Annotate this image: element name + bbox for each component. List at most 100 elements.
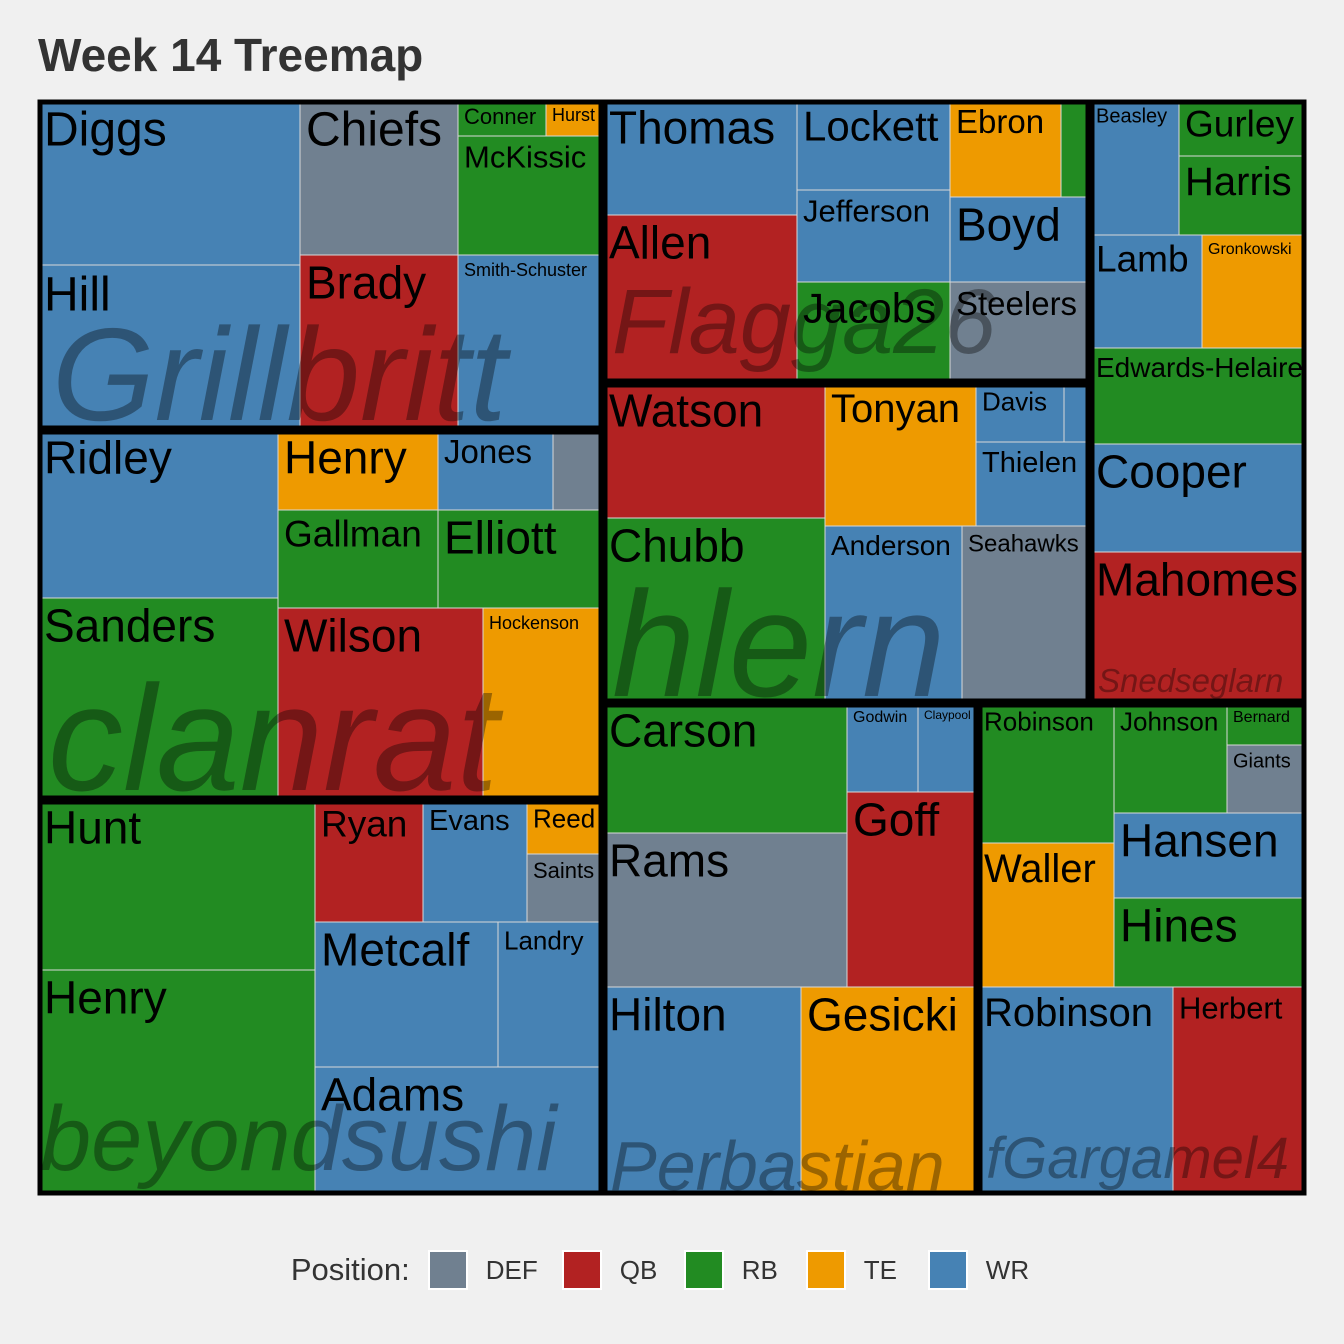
tile-label: Wilson — [284, 610, 422, 662]
treemap-tile — [299, 99, 459, 256]
treemap-tile — [602, 214, 798, 384]
tile-label: Allen — [609, 217, 711, 269]
treemap-tile — [482, 607, 604, 801]
treemap-tile — [437, 509, 604, 609]
legend-label-wr: WR — [985, 1254, 1030, 1285]
legend-label-rb: RB — [741, 1254, 778, 1285]
treemap-tile — [37, 597, 279, 801]
legend-item-te: TE — [805, 1250, 904, 1290]
treemap-tile — [37, 264, 301, 431]
treemap-tile — [277, 429, 439, 511]
treemap-tile — [1060, 99, 1091, 198]
treemap-tile — [299, 254, 459, 431]
treemap-tile — [602, 382, 826, 519]
treemap-tile — [526, 799, 604, 855]
tile-label: Diggs — [44, 103, 167, 156]
tile-label: Gallman — [284, 513, 422, 554]
tile-label: Adams — [321, 1069, 464, 1121]
treemap-tile — [796, 189, 951, 283]
tile-label: Brady — [306, 257, 426, 309]
tile-label: Davis — [982, 386, 1047, 416]
legend-label-te: TE — [863, 1254, 898, 1285]
treemap-tile — [526, 853, 604, 923]
treemap-tile — [602, 517, 826, 704]
tile-label: Jones — [444, 433, 532, 470]
legend-swatch-rb — [683, 1250, 724, 1290]
legend-item-wr: WR — [927, 1250, 1030, 1290]
tile-label: Hurst — [552, 105, 595, 125]
tile-label: Beasley — [1096, 105, 1167, 127]
tile-label: Jacobs — [803, 284, 936, 331]
tile-label: Ridley — [44, 432, 172, 484]
group-label: clanrat — [48, 654, 504, 822]
treemap-tile — [314, 1066, 604, 1196]
tile-label: Goff — [853, 794, 939, 846]
treemap-tile — [1178, 155, 1307, 236]
tile-label: Evans — [429, 805, 510, 837]
tile-label: Hockenson — [489, 613, 579, 633]
tile-label: Waller — [984, 847, 1096, 891]
treemap-tile — [457, 135, 604, 256]
tile-label: Gronkowski — [1208, 241, 1292, 258]
tile-label: Steelers — [956, 285, 1077, 322]
tile-label: Thielen — [982, 447, 1077, 479]
treemap-outer-border — [38, 100, 1306, 1195]
treemap-tile — [1089, 234, 1203, 349]
treemap-tile — [602, 832, 848, 988]
tile-label: Reed — [533, 803, 595, 833]
treemap-tile — [37, 969, 316, 1196]
tile-label: Gurley — [1185, 103, 1294, 144]
treemap-tile — [422, 799, 528, 923]
tile-label: Lamb — [1096, 238, 1189, 279]
legend-swatch-wr — [927, 1250, 968, 1290]
treemap-tile — [824, 525, 963, 704]
tile-label: Henry — [284, 432, 407, 484]
tile-label: Chiefs — [306, 103, 442, 156]
treemap-tile — [917, 702, 979, 793]
tile-label: Ryan — [321, 803, 407, 844]
treemap-tile — [977, 986, 1174, 1196]
tile-label: Johnson — [1120, 706, 1218, 736]
tile-label: Bernard — [1233, 709, 1290, 726]
tile-label: Conner — [464, 104, 536, 129]
tile-label: Boyd — [956, 199, 1061, 251]
tile-label: McKissic — [464, 139, 586, 174]
tile-label: Hilton — [609, 989, 727, 1041]
legend-label-def: DEF — [485, 1254, 538, 1285]
treemap-tile — [602, 99, 798, 216]
treemap-tile — [1201, 234, 1307, 349]
tile-label: Tonyan — [831, 387, 960, 431]
treemap-tile — [961, 525, 1091, 704]
treemap-tile — [977, 842, 1115, 988]
tile-label: Elliott — [444, 512, 557, 564]
tile-label: Claypool — [924, 708, 971, 722]
treemap-tile — [1113, 812, 1307, 899]
tile-label: Robinson — [984, 706, 1094, 736]
tile-label: Landry — [504, 925, 584, 955]
treemap-tile — [314, 799, 424, 923]
tile-label: Hines — [1120, 900, 1238, 952]
tile-label: Watson — [609, 385, 763, 437]
treemap-tile — [37, 99, 301, 266]
treemap-tile — [1226, 744, 1307, 814]
tile-label: Henry — [44, 972, 167, 1024]
legend-item-rb: RB — [683, 1250, 782, 1290]
treemap-tile — [457, 254, 604, 431]
treemap-tile — [277, 509, 439, 609]
treemap-tile — [796, 281, 951, 384]
tile-label: Saints — [533, 858, 594, 883]
treemap-tile — [1172, 986, 1307, 1196]
treemap-tile — [949, 281, 1091, 384]
treemap-tile — [846, 791, 979, 988]
tile-label: Giants — [1233, 750, 1291, 772]
treemap-tile — [277, 607, 484, 801]
treemap-tile — [975, 382, 1065, 443]
treemap-tile — [824, 382, 977, 527]
tile-label: Chubb — [609, 520, 745, 572]
treemap-tile — [796, 99, 951, 191]
group-border — [602, 382, 1091, 704]
tile-label: Seahawks — [968, 531, 1079, 558]
tile-label: Sanders — [44, 600, 215, 652]
group-label: beyondsushi — [40, 1088, 559, 1190]
treemap-chart: Diggs Hill Chiefs Brady Conner Hurst McKissic S… — [37, 99, 1307, 1205]
